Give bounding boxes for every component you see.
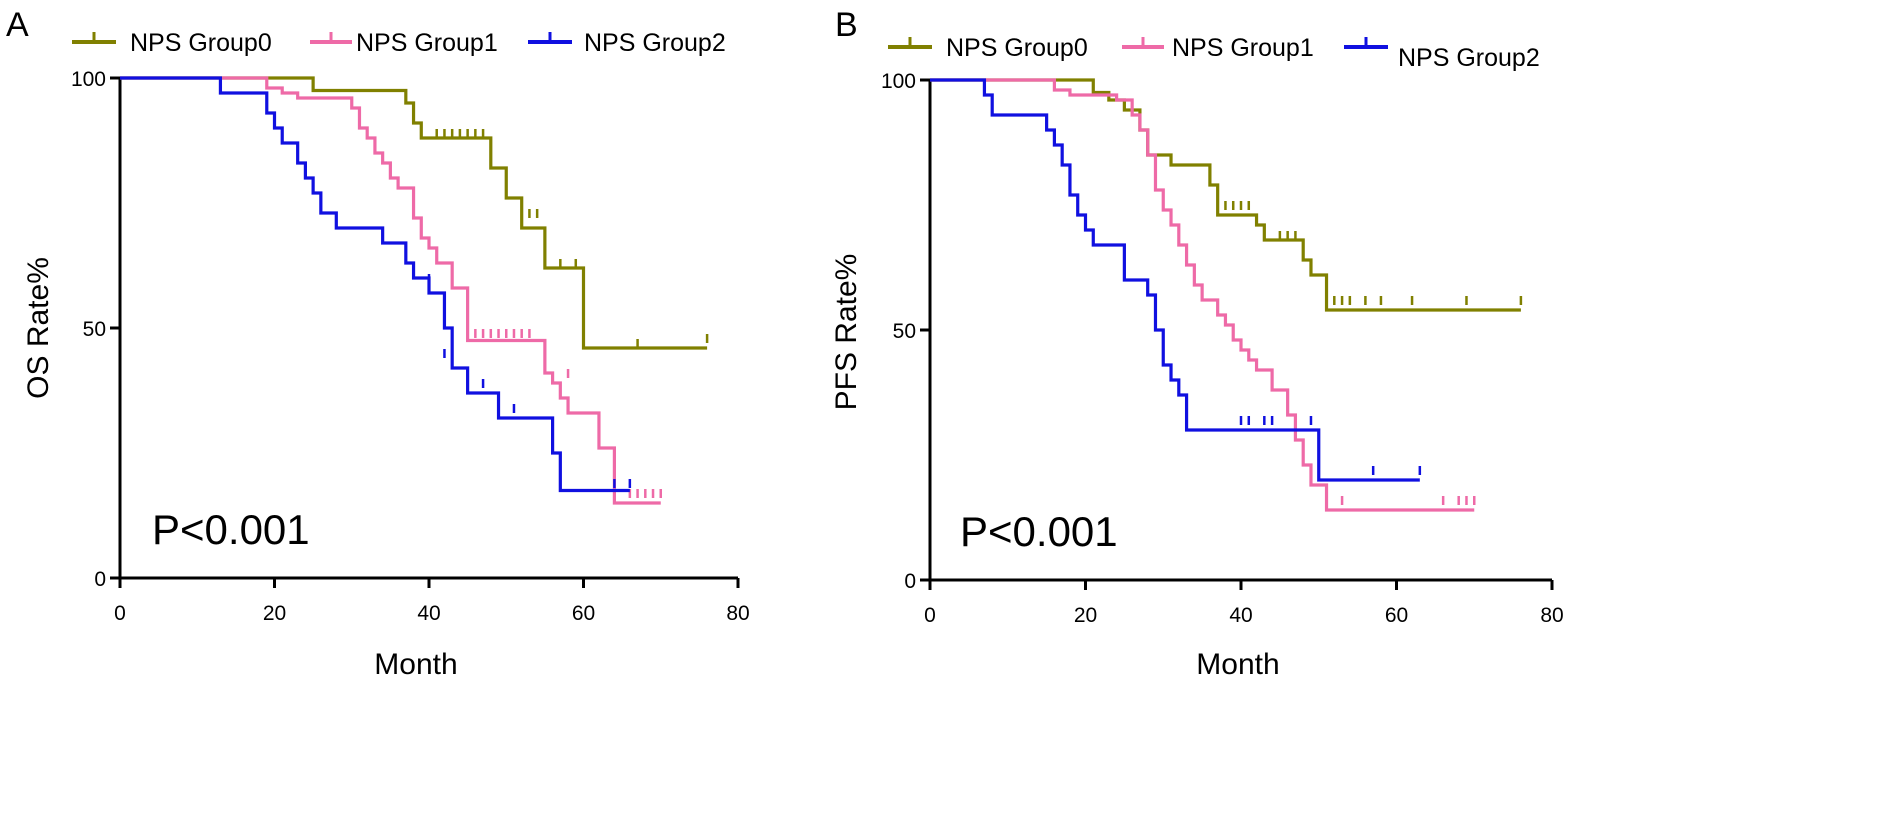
panel-b-y-tick-label: 100 — [881, 70, 916, 93]
legend-a-group1-label: NPS Group1 — [356, 29, 498, 57]
panel-a-p-value: P<0.001 — [152, 506, 310, 553]
legend-a-group2-label: NPS Group2 — [584, 29, 726, 57]
panel-a-y-tick-label: 50 — [83, 318, 106, 341]
panel-b: B NPS Group0 NPS Group1 NPS Group2 P<0.0… — [830, 6, 1540, 681]
panel-a-y-tick-label: 100 — [71, 68, 106, 91]
panel-letter-a: A — [6, 6, 29, 44]
panel-b-x-tick-label: 0 — [924, 604, 936, 627]
panel-a-x-axis-title: Month — [374, 648, 457, 681]
panel-a-y-axis-title: OS Rate% — [22, 257, 55, 399]
panel-a-y-tick-label: 0 — [94, 568, 106, 591]
panel-b-y-axis-title: PFS Rate% — [830, 254, 863, 411]
panel-b-x-axis-title: Month — [1196, 648, 1279, 681]
panel-b-plot: 0 20 40 60 80 0 50 100 — [881, 70, 1564, 627]
panel-b-legend: NPS Group0 NPS Group1 NPS Group2 — [888, 34, 1540, 72]
panel-b-x-tick-label: 20 — [1074, 604, 1097, 627]
panel-a-plot: 0 20 40 60 80 0 50 100 — [71, 68, 750, 625]
panel-b-x-tick-label: 40 — [1229, 604, 1252, 627]
panel-a-x-tick-label: 20 — [263, 602, 286, 625]
legend-b-group1-label: NPS Group1 — [1172, 34, 1314, 62]
panel-a-series-group2-line — [120, 76, 630, 493]
panel-b-p-value: P<0.001 — [960, 508, 1118, 555]
panel-a-series-group0-line — [120, 76, 708, 350]
panel-a-x-tick-label: 40 — [417, 602, 440, 625]
panel-letter-b: B — [835, 6, 858, 44]
panel-b-y-tick-label: 50 — [893, 320, 916, 343]
legend-b-group0-label: NPS Group0 — [946, 34, 1088, 62]
panel-a-x-tick-label: 0 — [114, 602, 126, 625]
panel-b-y-tick-label: 0 — [904, 570, 916, 593]
panel-a: A NPS Group0 NPS Group1 NPS Group2 P<0.0… — [6, 6, 726, 681]
panel-a-legend: NPS Group0 NPS Group1 NPS Group2 — [72, 29, 726, 57]
panel-b-x-tick-label: 60 — [1385, 604, 1408, 627]
panel-a-series-group1-line — [120, 76, 661, 505]
panel-b-series-group2-line — [930, 78, 1420, 482]
panel-a-x-tick-label: 80 — [726, 602, 749, 625]
panel-a-x-tick-label: 60 — [572, 602, 595, 625]
panel-b-series-group1-line — [930, 78, 1475, 512]
panel-b-x-tick-label: 80 — [1540, 604, 1563, 627]
legend-a-group0-label: NPS Group0 — [130, 29, 272, 57]
legend-b-group2-label: NPS Group2 — [1398, 44, 1540, 72]
